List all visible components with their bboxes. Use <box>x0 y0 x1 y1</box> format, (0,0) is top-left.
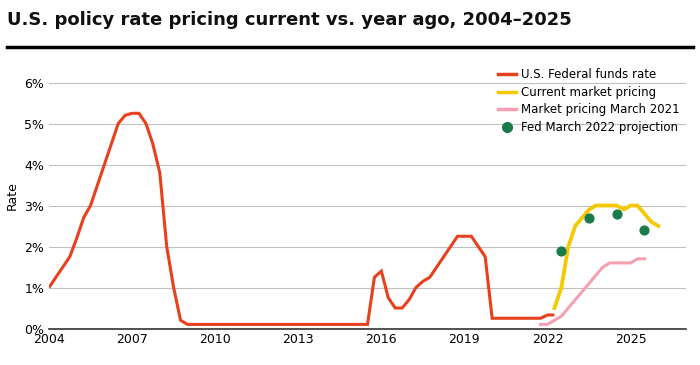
Point <box>556 248 567 254</box>
Y-axis label: Rate: Rate <box>6 181 19 210</box>
Text: U.S. policy rate pricing current vs. year ago, 2004–2025: U.S. policy rate pricing current vs. yea… <box>7 11 572 29</box>
Legend: U.S. Federal funds rate, Current market pricing, Market pricing March 2021, Fed : U.S. Federal funds rate, Current market … <box>498 68 680 134</box>
Point <box>639 227 650 233</box>
Point <box>611 211 622 217</box>
Point <box>584 215 595 221</box>
